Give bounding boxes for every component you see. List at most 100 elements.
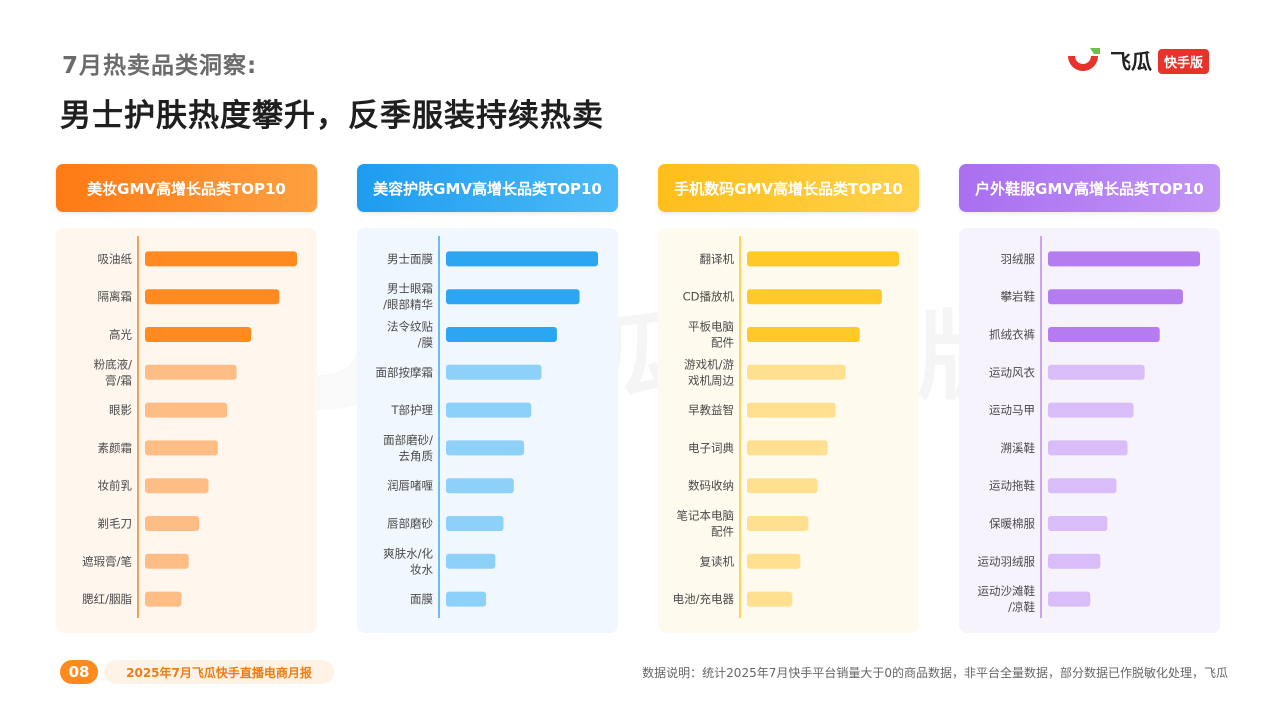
category-label: 粉底液/ (94, 357, 132, 371)
report-name: 2025年7月飞瓜快手直播电商月报 (104, 660, 334, 684)
feigua-logo-icon (1064, 44, 1106, 78)
category-label: 运动马甲 (989, 403, 1035, 417)
category-label: 攀岩鞋 (1001, 290, 1036, 304)
category-label: 电池/充电器 (673, 592, 735, 606)
category-label: /眼部精华 (383, 298, 433, 312)
category-label: 唇部磨砂 (387, 517, 433, 531)
bar (145, 553, 189, 569)
category-label: 妆水 (410, 562, 433, 576)
panel-header-digital: 手机数码GMV高增长品类TOP10 (658, 164, 919, 212)
category-label: 润唇啫喱 (387, 479, 433, 493)
category-label: 妆前乳 (98, 479, 133, 493)
category-label: 去角质 (399, 449, 434, 463)
bar (747, 553, 801, 569)
brand-logo: 飞瓜 快手版 (1064, 44, 1210, 78)
bar (1048, 289, 1183, 305)
bar (145, 478, 209, 494)
bar (446, 591, 487, 607)
category-label: 眼影 (109, 403, 132, 417)
category-label: 运动拖鞋 (989, 479, 1035, 493)
category-label: 面部磨砂/ (383, 433, 433, 447)
bar (145, 591, 182, 607)
bar (1048, 516, 1108, 531)
category-label: 电子词典 (688, 441, 734, 455)
panel-header-outdoor: 户外鞋服GMV高增长品类TOP10 (959, 164, 1220, 212)
bar (446, 553, 496, 569)
bar (747, 251, 899, 267)
category-label: 平板电脑 (688, 320, 734, 334)
bar (747, 402, 836, 418)
bar (145, 327, 252, 342)
panel-header-skincare: 美容护肤GMV高增长品类TOP10 (357, 164, 618, 212)
bar (1048, 402, 1134, 418)
category-label: 数码收纳 (688, 479, 734, 493)
category-label: 爽肤水/化 (383, 546, 433, 560)
bar (446, 327, 557, 342)
bar (145, 402, 228, 418)
category-label: 腮红/胭脂 (82, 592, 132, 606)
category-label: 男士面膜 (387, 252, 433, 266)
category-label: 面部按摩霜 (376, 365, 434, 379)
category-label: 羽绒服 (1001, 252, 1036, 266)
page-number: 08 (60, 660, 98, 684)
category-label: 早教益智 (688, 403, 734, 417)
bar (747, 516, 809, 531)
category-label: 面膜 (410, 592, 433, 606)
category-label: 运动风衣 (989, 365, 1035, 379)
bar (747, 289, 882, 305)
bar (747, 364, 846, 380)
bar (145, 364, 237, 380)
category-label: 法令纹贴 (387, 320, 433, 334)
bar (1048, 251, 1200, 267)
category-label: 吸油纸 (98, 252, 133, 266)
bar (747, 478, 818, 494)
bar (747, 440, 828, 456)
bar (145, 289, 280, 305)
category-label: 男士眼霜 (387, 282, 433, 296)
logo-badge: 快手版 (1158, 48, 1210, 74)
category-label: 运动羽绒服 (978, 554, 1036, 568)
bar (145, 516, 200, 531)
category-label: 翻译机 (700, 252, 735, 266)
bar (1048, 364, 1145, 380)
bar (446, 478, 514, 494)
bar (747, 327, 860, 342)
category-label: CD播放机 (683, 290, 735, 304)
category-label: 戏机周边 (688, 373, 734, 387)
data-note: 数据说明：统计2025年7月快手平台销量大于0的商品数据，非平台全量数据，部分数… (642, 666, 1228, 680)
section-subtitle: 7月热卖品类洞察: (62, 53, 258, 79)
bar (446, 251, 598, 267)
bar (1048, 553, 1101, 569)
bar (1048, 327, 1160, 342)
category-label: 素颜霜 (98, 441, 133, 455)
category-label: 剃毛刀 (98, 517, 133, 531)
category-label: 保暖棉服 (989, 517, 1035, 531)
category-label: /凉鞋 (1008, 600, 1035, 614)
category-label: 膏/霜 (105, 373, 132, 387)
category-label: 遮瑕膏/笔 (82, 554, 132, 568)
bar (747, 591, 793, 607)
category-label: 运动沙滩鞋 (978, 584, 1036, 598)
category-label: 配件 (711, 525, 734, 539)
category-label: 溯溪鞋 (1001, 441, 1036, 455)
category-label: /膜 (418, 336, 433, 350)
bar (145, 440, 218, 456)
bar (1048, 591, 1091, 607)
category-label: 游戏机/游 (684, 357, 734, 371)
bar (446, 402, 532, 418)
category-label: 高光 (109, 328, 132, 342)
bar-chart-digital: 翻译机CD播放机平板电脑配件游戏机/游戏机周边早教益智电子词典数码收纳笔记本电脑… (673, 236, 899, 618)
category-label: 笔记本电脑 (677, 509, 735, 523)
bar (446, 516, 504, 531)
bar (145, 251, 297, 267)
bar (1048, 478, 1117, 494)
bar (446, 364, 542, 380)
bar (1048, 440, 1128, 456)
category-label: 抓绒衣裤 (989, 328, 1035, 342)
category-label: 配件 (711, 336, 734, 350)
category-label: 复读机 (700, 554, 735, 568)
bar (446, 289, 580, 305)
